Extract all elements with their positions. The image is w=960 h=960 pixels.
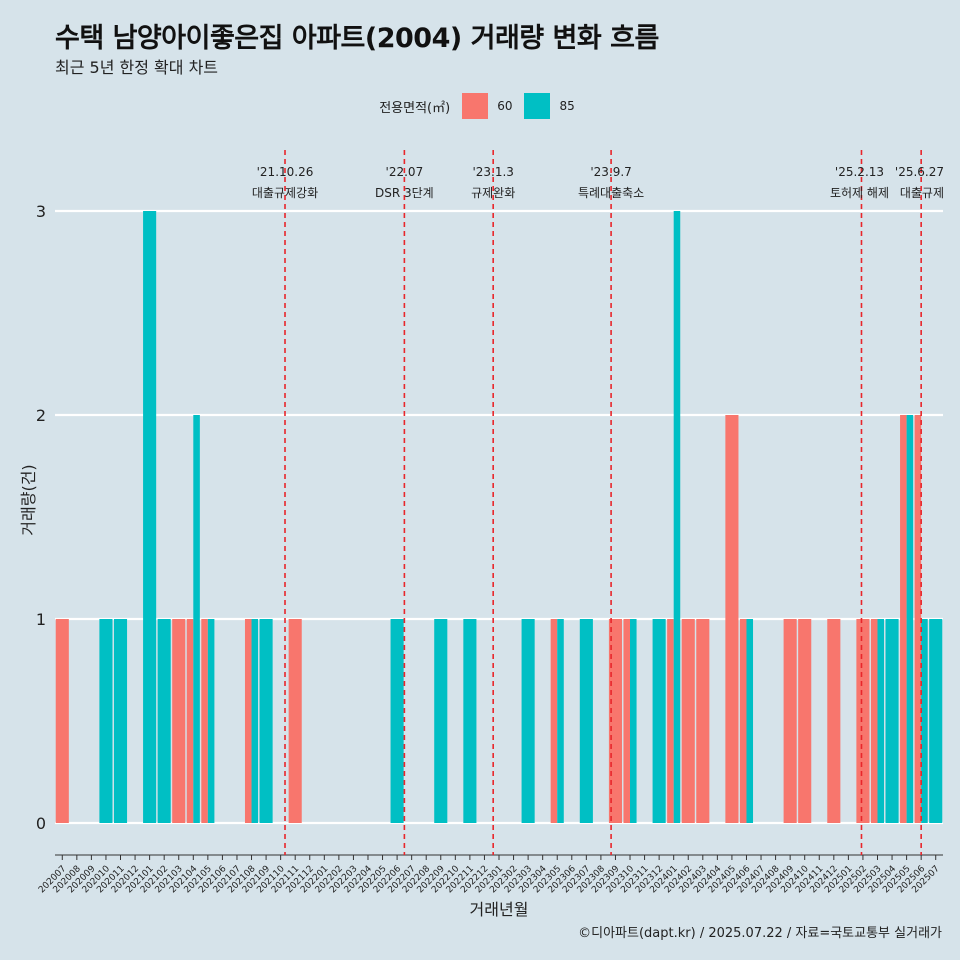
event-date: '25.2.13	[835, 165, 884, 179]
bar-85-202109	[259, 619, 273, 823]
bar-60-202410	[798, 619, 812, 823]
bar-85-202504	[885, 619, 899, 823]
bar-60-202412	[827, 619, 841, 823]
bar-85-202401	[673, 211, 681, 823]
bar-60-202108	[244, 619, 252, 823]
bar-60-202409	[783, 619, 797, 823]
event-date: '21.10.26	[257, 165, 314, 179]
caption: ©디아파트(dapt.kr) / 2025.07.22 / 자료=국토교통부 실…	[578, 926, 942, 941]
y-tick-label: 1	[36, 610, 46, 629]
event-label: 대출규제강화	[252, 186, 318, 200]
chart-subtitle: 최근 5년 한정 확대 차트	[55, 58, 219, 77]
bar-85-202506	[921, 619, 928, 823]
bar-85-202010	[99, 619, 113, 823]
bar-85-202503	[877, 619, 885, 823]
legend-label-85: 85	[559, 99, 575, 113]
bar-85-202305	[557, 619, 564, 823]
legend-swatch-85	[524, 93, 551, 119]
event-date: '22.07	[386, 165, 424, 179]
bar-85-202307	[579, 619, 593, 823]
x-axis-title: 거래년월	[470, 900, 529, 919]
legend-swatch-60	[462, 93, 489, 119]
bar-85-202507	[929, 619, 943, 823]
event-label: DSR 3단계	[375, 186, 434, 200]
bar-85-202406	[746, 619, 754, 823]
bar-85-202105	[207, 619, 215, 823]
event-label: 토허제 해제	[830, 186, 889, 200]
bar-60-202310	[623, 619, 631, 823]
event-label: 대출규제	[900, 186, 944, 200]
legend: 전용면적(㎡) 60 85	[0, 93, 960, 119]
bar-85-202310	[630, 619, 637, 823]
event-date: '23.9.7	[590, 165, 631, 179]
bar-85-202104	[193, 415, 200, 823]
bar-60-202401	[667, 619, 674, 823]
bar-60-202503	[870, 619, 878, 823]
bar-60-202111	[288, 619, 302, 823]
legend-title: 전용면적(㎡)	[379, 100, 451, 116]
legend-label-60: 60	[497, 99, 513, 113]
y-tick-label: 0	[36, 814, 46, 833]
bar-60-202502	[856, 619, 870, 823]
legend-item-60: 60	[462, 93, 512, 119]
bar-60-202406	[739, 619, 747, 823]
bar-60-202104	[186, 619, 194, 823]
bar-60-202007	[55, 619, 69, 823]
bar-85-202102	[157, 619, 171, 823]
bar-60-202103	[172, 619, 186, 823]
bar-60-202403	[696, 619, 710, 823]
bar-85-202505	[906, 415, 914, 823]
event-date: '23.1.3	[472, 165, 513, 179]
event-date: '25.6.27	[895, 165, 944, 179]
bar-85-202312	[652, 619, 666, 823]
legend-item-85: 85	[524, 93, 575, 119]
bar-85-202108	[251, 619, 259, 823]
bar-85-202101	[143, 211, 157, 823]
y-tick-label: 3	[36, 202, 46, 221]
y-axis-title: 거래량(건)	[19, 464, 38, 535]
bar-85-202206	[390, 619, 404, 823]
bar-60-202405	[725, 415, 739, 823]
bar-60-202309	[608, 619, 623, 823]
bar-60-202505	[900, 415, 907, 823]
bar-60-202305	[550, 619, 558, 823]
bar-60-202105	[201, 619, 208, 823]
bar-85-202303	[521, 619, 535, 823]
bar-85-202209	[434, 619, 448, 823]
bar-60-202402	[681, 619, 695, 823]
bar-85-202011	[113, 619, 128, 823]
bar-85-202211	[463, 619, 477, 823]
bar-60-202506	[914, 415, 922, 823]
y-tick-label: 2	[36, 406, 46, 425]
event-label: 규제완화	[471, 186, 515, 200]
chart-title: 수택 남양아이좋은집 아파트(2004) 거래량 변화 흐름	[55, 23, 659, 54]
event-label: 특례대출축소	[578, 186, 644, 200]
